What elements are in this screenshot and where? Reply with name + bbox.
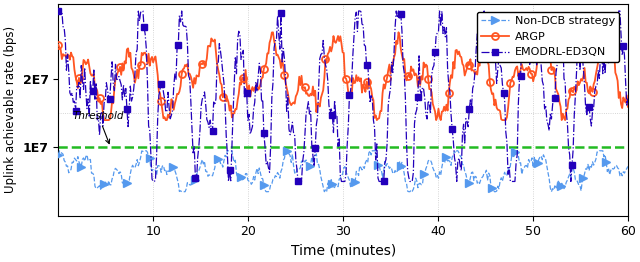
EMODRL-ED3QN xyxy=(149,180,157,183)
EMODRL-ED3QN xyxy=(54,9,62,13)
Legend: Non-DCB strategy, ARGP, EMODRL-ED3QN: Non-DCB strategy, ARGP, EMODRL-ED3QN xyxy=(477,12,620,62)
ARGP xyxy=(612,74,620,77)
Non-DCB strategy xyxy=(54,154,62,157)
ARGP xyxy=(524,69,531,72)
Text: Threshold: Threshold xyxy=(73,111,124,144)
EMODRL-ED3QN xyxy=(611,22,619,25)
ARGP xyxy=(395,31,403,34)
EMODRL-ED3QN xyxy=(326,112,334,115)
ARGP xyxy=(364,87,372,90)
Line: ARGP: ARGP xyxy=(55,29,632,124)
EMODRL-ED3QN xyxy=(330,131,337,134)
Non-DCB strategy xyxy=(624,165,632,168)
ARGP xyxy=(396,35,403,38)
Line: EMODRL-ED3QN: EMODRL-ED3QN xyxy=(55,8,632,185)
ARGP xyxy=(624,105,632,108)
Non-DCB strategy xyxy=(612,164,620,167)
ARGP xyxy=(330,35,337,38)
Non-DCB strategy xyxy=(327,178,335,181)
Y-axis label: Uplink achievable rate (bps): Uplink achievable rate (bps) xyxy=(4,26,17,193)
ARGP xyxy=(326,45,334,48)
Non-DCB strategy xyxy=(178,190,186,193)
EMODRL-ED3QN xyxy=(522,31,530,35)
Non-DCB strategy xyxy=(396,160,403,163)
Non-DCB strategy xyxy=(56,149,63,152)
ARGP xyxy=(54,43,62,46)
EMODRL-ED3QN xyxy=(364,61,372,64)
X-axis label: Time (minutes): Time (minutes) xyxy=(291,244,396,258)
Non-DCB strategy xyxy=(365,151,372,155)
Non-DCB strategy xyxy=(524,167,531,170)
Non-DCB strategy xyxy=(331,186,339,189)
Line: Non-DCB strategy: Non-DCB strategy xyxy=(54,147,632,196)
EMODRL-ED3QN xyxy=(395,9,403,13)
EMODRL-ED3QN xyxy=(624,97,632,100)
ARGP xyxy=(100,118,108,122)
